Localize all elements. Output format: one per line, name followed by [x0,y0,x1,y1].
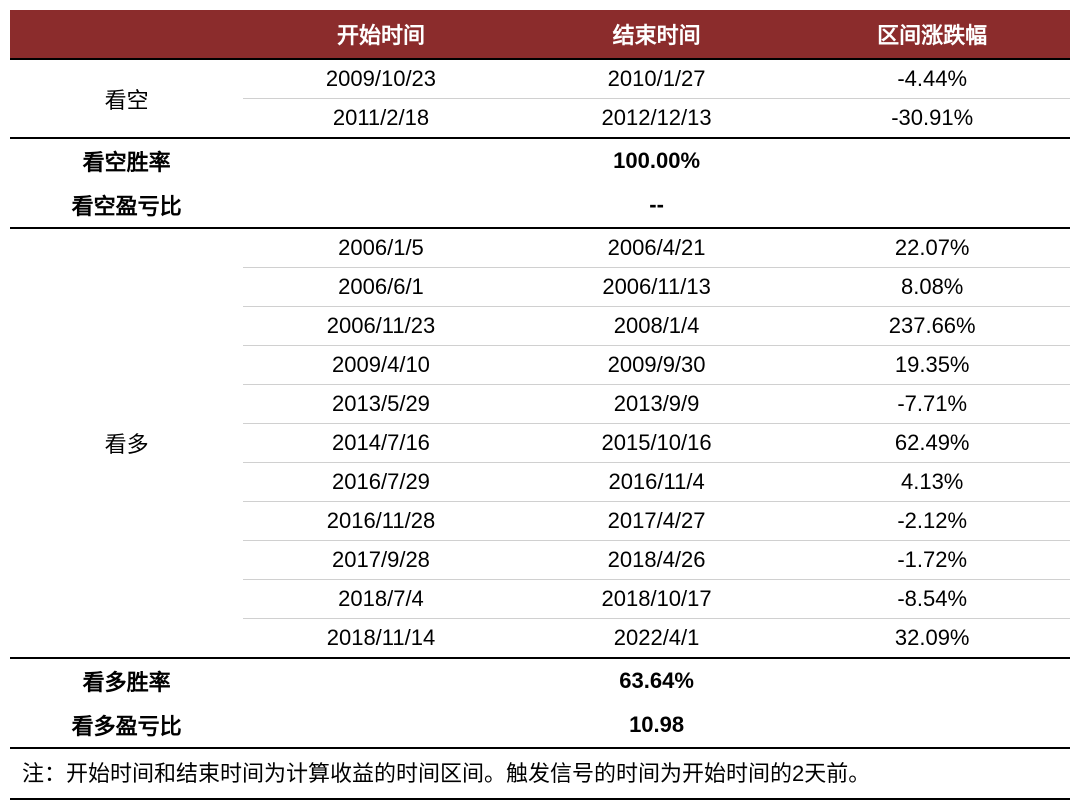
long-pl-label: 看多盈亏比 [10,703,243,748]
return-value: 8.08% [794,268,1070,307]
short-winrate-value: 100.00% [243,138,1070,183]
start-date: 2009/10/23 [243,59,519,99]
return-value: -7.71% [794,385,1070,424]
start-date: 2006/11/23 [243,307,519,346]
return-value: 32.09% [794,619,1070,659]
start-date: 2018/7/4 [243,580,519,619]
end-date: 2010/1/27 [519,59,795,99]
end-date: 2018/10/17 [519,580,795,619]
start-date: 2009/4/10 [243,346,519,385]
header-end: 结束时间 [519,10,795,59]
end-date: 2017/4/27 [519,502,795,541]
return-value: -1.72% [794,541,1070,580]
return-value: 62.49% [794,424,1070,463]
start-date: 2006/6/1 [243,268,519,307]
end-date: 2022/4/1 [519,619,795,659]
return-value: -8.54% [794,580,1070,619]
long-winrate-row: 看多胜率63.64% [10,658,1070,703]
return-value: -30.91% [794,99,1070,139]
header-return: 区间涨跌幅 [794,10,1070,59]
start-date: 2016/11/28 [243,502,519,541]
start-date: 2017/9/28 [243,541,519,580]
short-winrate-label: 看空胜率 [10,138,243,183]
start-date: 2006/1/5 [243,228,519,268]
end-date: 2015/10/16 [519,424,795,463]
end-date: 2009/9/30 [519,346,795,385]
start-date: 2018/11/14 [243,619,519,659]
return-value: 19.35% [794,346,1070,385]
table-row: 看多2006/1/52006/4/2122.07% [10,228,1070,268]
end-date: 2013/9/9 [519,385,795,424]
return-value: 22.07% [794,228,1070,268]
end-date: 2006/11/13 [519,268,795,307]
end-date: 2012/12/13 [519,99,795,139]
short-pl-label: 看空盈亏比 [10,183,243,228]
signal-table: 开始时间 结束时间 区间涨跌幅 看空2009/10/232010/1/27-4.… [10,10,1070,800]
long-label: 看多 [10,228,243,658]
note-text: 注：开始时间和结束时间为计算收益的时间区间。触发信号的时间为开始时间的2天前。 [10,748,1070,799]
short-pl-row: 看空盈亏比-- [10,183,1070,228]
long-pl-row: 看多盈亏比10.98 [10,703,1070,748]
start-date: 2013/5/29 [243,385,519,424]
end-date: 2016/11/4 [519,463,795,502]
long-pl-value: 10.98 [243,703,1070,748]
return-value: 237.66% [794,307,1070,346]
short-label: 看空 [10,59,243,138]
note-row: 注：开始时间和结束时间为计算收益的时间区间。触发信号的时间为开始时间的2天前。 [10,748,1070,799]
short-winrate-row: 看空胜率100.00% [10,138,1070,183]
start-date: 2011/2/18 [243,99,519,139]
start-date: 2014/7/16 [243,424,519,463]
return-value: -4.44% [794,59,1070,99]
end-date: 2006/4/21 [519,228,795,268]
long-winrate-value: 63.64% [243,658,1070,703]
end-date: 2008/1/4 [519,307,795,346]
header-blank [10,10,243,59]
end-date: 2018/4/26 [519,541,795,580]
header-row: 开始时间 结束时间 区间涨跌幅 [10,10,1070,59]
return-value: -2.12% [794,502,1070,541]
return-value: 4.13% [794,463,1070,502]
start-date: 2016/7/29 [243,463,519,502]
table-row: 看空2009/10/232010/1/27-4.44% [10,59,1070,99]
short-pl-value: -- [243,183,1070,228]
header-start: 开始时间 [243,10,519,59]
long-winrate-label: 看多胜率 [10,658,243,703]
